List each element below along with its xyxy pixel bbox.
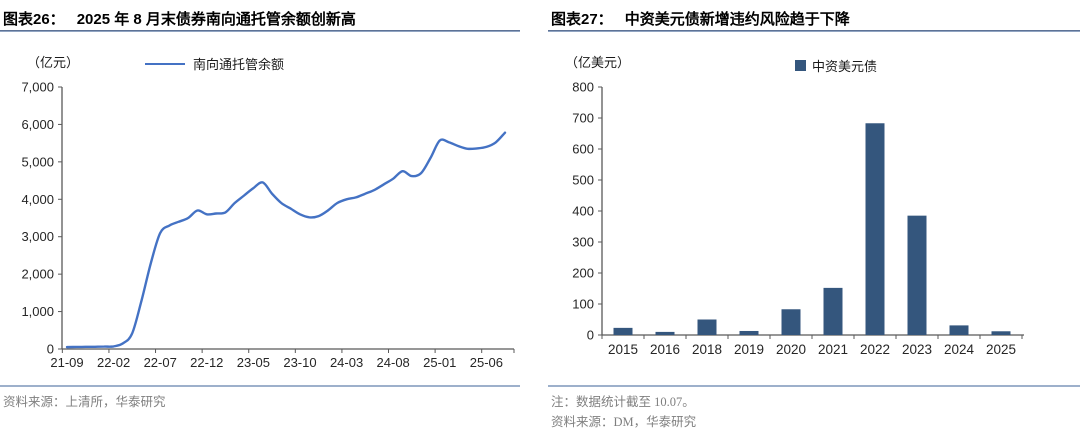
line-series (65, 131, 507, 349)
figure-26-label: 图表26： (3, 11, 65, 28)
figure-26-notes: 资料来源：上清所，华泰研究 (0, 387, 520, 412)
x-tick-label: 2018 (692, 342, 722, 357)
figure-27-title-rule (548, 30, 1080, 32)
x-tick-label: 21-09 (50, 355, 83, 370)
y-tick-label: 300 (572, 235, 594, 250)
figure-26-title: 2025 年 8 月末债券南向通托管余额创新高 (76, 11, 356, 28)
line-chart-area: （亿元） 南向通托管余额 0 1,000 2,000 3,000 4,000 5,000 6… (0, 32, 520, 384)
y-tick-label: 800 (572, 80, 594, 95)
legend-line-label: 南向通托管余额 (193, 57, 285, 72)
x-tick-label: 2020 (776, 342, 806, 357)
y-tick-label: 7,000 (21, 80, 54, 95)
figure-27-notes-divider (548, 385, 1080, 387)
bar (991, 331, 1011, 335)
y-tick-label: 0 (587, 328, 594, 343)
x-tick-label: 2025 (986, 342, 1016, 357)
y-tick-label: 100 (572, 297, 594, 312)
x-tick-label: 2021 (818, 342, 848, 357)
figure-27-title: 中资美元债新增违约风险趋于下降 (624, 11, 850, 28)
figure-27-notes: 注：数据统计截至 10.07。 资料来源：DM，华泰研究 (548, 387, 1080, 432)
y-tick-label: 5,000 (21, 154, 54, 169)
bar (613, 327, 633, 335)
line-chart-svg: 0 1,000 2,000 3,000 4,000 5,000 6,000 7,000 21-0… (21, 80, 515, 370)
y-tick-label: 4,000 (21, 192, 54, 207)
x-tick-label: 2023 (902, 342, 932, 357)
y-tick-label: 1,000 (21, 304, 54, 319)
y-tick-label: 400 (572, 204, 594, 219)
y-tick-label: 0 (47, 342, 54, 357)
line-chart-legend: 南向通托管余额 (145, 54, 284, 73)
x-tick-label: 24-03 (330, 355, 363, 370)
x-tick-label: 2015 (608, 342, 638, 357)
bar (823, 287, 843, 335)
figure-27-note: 注：数据统计截至 10.07。 (551, 395, 695, 409)
x-tick-label: 22-02 (97, 355, 130, 370)
bar (655, 331, 675, 335)
legend-bar-label: 中资美元债 (812, 59, 878, 74)
figure-27-source: 资料来源：DM，华泰研究 (551, 415, 697, 429)
bar (697, 319, 717, 335)
x-tick-label: 2024 (944, 342, 975, 357)
line-chart-unit-label: （亿元） (27, 55, 80, 70)
x-tick-label: 2022 (860, 342, 890, 357)
bar-chart-svg: 0 100 200 300 400 500 600 700 800 2015 2016 2018 201… (572, 80, 1024, 357)
figure-27: 图表27： 中资美元债新增违约风险趋于下降 （亿美元） 中资美元债 0 100 20… (548, 0, 1080, 434)
legend-line-swatch (145, 62, 185, 65)
x-tick-label: 2016 (650, 342, 680, 357)
y-tick-label: 6,000 (21, 117, 54, 132)
y-tick-label: 2,000 (21, 267, 54, 282)
x-tick-label: 22-07 (144, 355, 177, 370)
x-tick-label: 2019 (734, 342, 764, 357)
figure-26: 图表26： 2025 年 8 月末债券南向通托管余额创新高 （亿元） 南向通托管… (0, 0, 520, 434)
figure-26-notes-divider (0, 385, 520, 387)
y-tick-label: 500 (572, 173, 594, 188)
x-tick-label: 25-01 (423, 355, 456, 370)
y-tick-label: 200 (572, 266, 594, 281)
bar (907, 215, 927, 335)
bar (865, 123, 885, 336)
y-tick-label: 600 (572, 142, 594, 157)
figure-26-header: 图表26： 2025 年 8 月末债券南向通托管余额创新高 (0, 0, 520, 30)
x-tick-label: 23-05 (237, 355, 270, 370)
bar (781, 309, 801, 335)
bar-chart-legend: 中资美元债 (795, 56, 877, 75)
x-tick-label: 23-10 (283, 355, 316, 370)
bar-chart-unit-label: （亿美元） (565, 55, 631, 70)
figure-26-title-rule (0, 30, 520, 32)
figure-27-header: 图表27： 中资美元债新增违约风险趋于下降 (548, 0, 1080, 30)
bar (739, 330, 759, 335)
figure-27-label: 图表27： (551, 11, 613, 28)
x-tick-label: 22-12 (190, 355, 223, 370)
x-tick-label: 24-08 (377, 355, 410, 370)
bar (949, 325, 969, 335)
legend-square-swatch (795, 60, 806, 71)
y-tick-label: 3,000 (21, 229, 54, 244)
x-tick-label: 25-06 (470, 355, 503, 370)
bar-chart-area: （亿美元） 中资美元债 0 100 200 300 400 500 600 700 800 201… (548, 32, 1080, 384)
y-tick-label: 700 (572, 111, 594, 126)
figure-26-source: 资料来源：上清所，华泰研究 (3, 395, 166, 409)
